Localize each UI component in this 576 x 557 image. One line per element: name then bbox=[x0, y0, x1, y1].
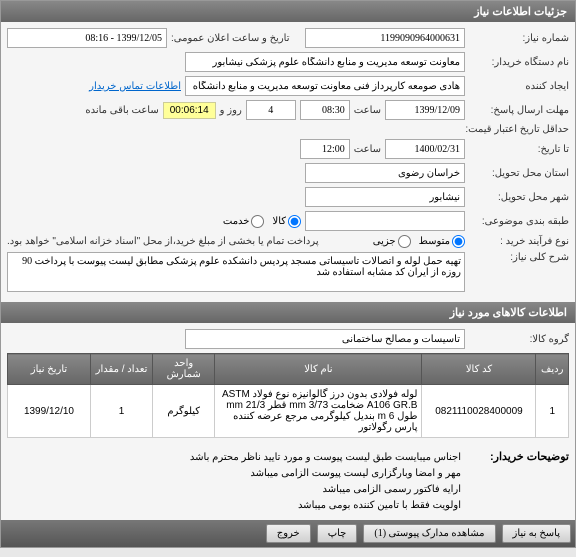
label-answer-deadline: مهلت ارسال پاسخ: bbox=[469, 105, 569, 116]
province-input[interactable] bbox=[305, 163, 465, 183]
buyer-note-line: اجناس میبایست طبق لیست پیوست و مورد تایی… bbox=[190, 450, 461, 466]
print-button[interactable]: چاپ bbox=[317, 524, 358, 543]
label-announce-date: تاریخ و ساعت اعلان عمومی: bbox=[171, 33, 290, 44]
grouping-input[interactable] bbox=[305, 211, 465, 231]
td-date: 1399/12/10 bbox=[8, 385, 91, 438]
label-buyer-org: نام دستگاه خریدار: bbox=[469, 57, 569, 68]
buyer-org-input[interactable] bbox=[185, 52, 465, 72]
td-unit: کیلوگرم bbox=[153, 385, 215, 438]
radio-goods[interactable]: کالا bbox=[272, 215, 301, 228]
form-items: گروه کالا: ردیف کد کالا نام کالا واحد شم… bbox=[1, 323, 575, 444]
section-header-need-info: جزئیات اطلاعات نیاز bbox=[1, 1, 575, 22]
td-name: لوله فولادی بدون درز گالوانیزه نوع فولاد… bbox=[215, 385, 422, 438]
table-header-row: ردیف کد کالا نام کالا واحد شمارش تعداد /… bbox=[8, 354, 569, 385]
main-container: جزئیات اطلاعات نیاز شماره نیاز: تاریخ و … bbox=[0, 0, 576, 548]
goods-group-input[interactable] bbox=[185, 329, 465, 349]
announce-date-input[interactable] bbox=[7, 28, 167, 48]
label-validity: حداقل تاریخ اعتبار قیمت: bbox=[465, 124, 569, 135]
creator-input[interactable] bbox=[185, 76, 465, 96]
buyer-notes-section: توضیحات خریدار: اجناس میبایست طبق لیست پ… bbox=[1, 444, 575, 520]
label-need-number: شماره نیاز: bbox=[469, 33, 569, 44]
items-table: ردیف کد کالا نام کالا واحد شمارش تعداد /… bbox=[7, 353, 569, 438]
attachments-button[interactable]: مشاهده مدارک پیوستی (1) bbox=[363, 524, 495, 543]
buyer-notes-text: اجناس میبایست طبق لیست پیوست و مورد تایی… bbox=[190, 450, 461, 514]
th-code: کد کالا bbox=[422, 354, 536, 385]
label-goods-group: گروه کالا: bbox=[469, 334, 569, 345]
label-creator: ایجاد کننده bbox=[469, 81, 569, 92]
timer-display: 00:06:14 bbox=[163, 102, 216, 119]
radio-goods-input[interactable] bbox=[288, 215, 301, 228]
payment-note: پرداخت تمام یا بخشی از مبلغ خرید،از محل … bbox=[7, 236, 319, 247]
th-name: نام کالا bbox=[215, 354, 422, 385]
radio-service-input[interactable] bbox=[251, 215, 264, 228]
table-row[interactable]: 1 0821110028400009 لوله فولادی بدون درز … bbox=[8, 385, 569, 438]
radio-service[interactable]: خدمت bbox=[223, 215, 265, 228]
section-header-items: اطلاعات کالاهای مورد نیاز bbox=[1, 302, 575, 323]
radio-medium[interactable]: متوسط bbox=[419, 235, 465, 248]
validity-date-input[interactable] bbox=[385, 139, 465, 159]
answer-button[interactable]: پاسخ به نیاز bbox=[502, 524, 572, 543]
answer-time-input[interactable] bbox=[300, 100, 350, 120]
buyer-note-line: اولویت فقط با تامین کننده بومی میباشد bbox=[190, 498, 461, 514]
label-grouping: طبقه بندی موضوعی: bbox=[469, 216, 569, 227]
answer-date-input[interactable] bbox=[385, 100, 465, 120]
td-idx: 1 bbox=[536, 385, 569, 438]
th-unit: واحد شمارش bbox=[153, 354, 215, 385]
radio-small-input[interactable] bbox=[398, 235, 411, 248]
radio-medium-input[interactable] bbox=[452, 235, 465, 248]
label-hour-2: ساعت bbox=[354, 144, 381, 155]
validity-time-input[interactable] bbox=[300, 139, 350, 159]
label-day-and: روز و bbox=[220, 105, 242, 116]
label-hour-1: ساعت bbox=[354, 105, 381, 116]
buyer-contact-link[interactable]: اطلاعات تماس خریدار bbox=[89, 81, 181, 92]
label-buyer-explanations: توضیحات خریدار: bbox=[469, 450, 569, 514]
purchase-type-group: متوسط جزیی bbox=[373, 235, 465, 248]
label-province: استان محل تحویل: bbox=[469, 168, 569, 179]
th-date: تاریخ نیاز bbox=[8, 354, 91, 385]
days-left-input[interactable] bbox=[246, 100, 296, 120]
th-idx: ردیف bbox=[536, 354, 569, 385]
main-desc-textarea[interactable] bbox=[7, 252, 465, 292]
label-time-left: ساعت باقی مانده bbox=[85, 105, 158, 116]
buyer-note-line: مهر و امضا وبارگزاری لیست پیوست الزامی م… bbox=[190, 466, 461, 482]
td-qty: 1 bbox=[90, 385, 152, 438]
td-code: 0821110028400009 bbox=[422, 385, 536, 438]
label-till-date: تا تاریخ: bbox=[469, 144, 569, 155]
need-number-input[interactable] bbox=[305, 28, 465, 48]
buyer-note-line: ارایه فاکتور رسمی الزامی میباشد bbox=[190, 482, 461, 498]
city-input[interactable] bbox=[305, 187, 465, 207]
form-need-info: شماره نیاز: تاریخ و ساعت اعلان عمومی: نا… bbox=[1, 22, 575, 302]
close-button[interactable]: خروج bbox=[266, 524, 311, 543]
label-purchase-type: نوع فرآیند خرید : bbox=[469, 236, 569, 247]
goods-service-group: کالا خدمت bbox=[223, 215, 301, 228]
label-city: شهر محل تحویل: bbox=[469, 192, 569, 203]
th-qty: تعداد / مقدار bbox=[90, 354, 152, 385]
label-main-desc: شرح کلی نیاز: bbox=[469, 252, 569, 263]
radio-small[interactable]: جزیی bbox=[373, 235, 411, 248]
footer-toolbar: پاسخ به نیاز مشاهده مدارک پیوستی (1) چاپ… bbox=[1, 520, 575, 547]
